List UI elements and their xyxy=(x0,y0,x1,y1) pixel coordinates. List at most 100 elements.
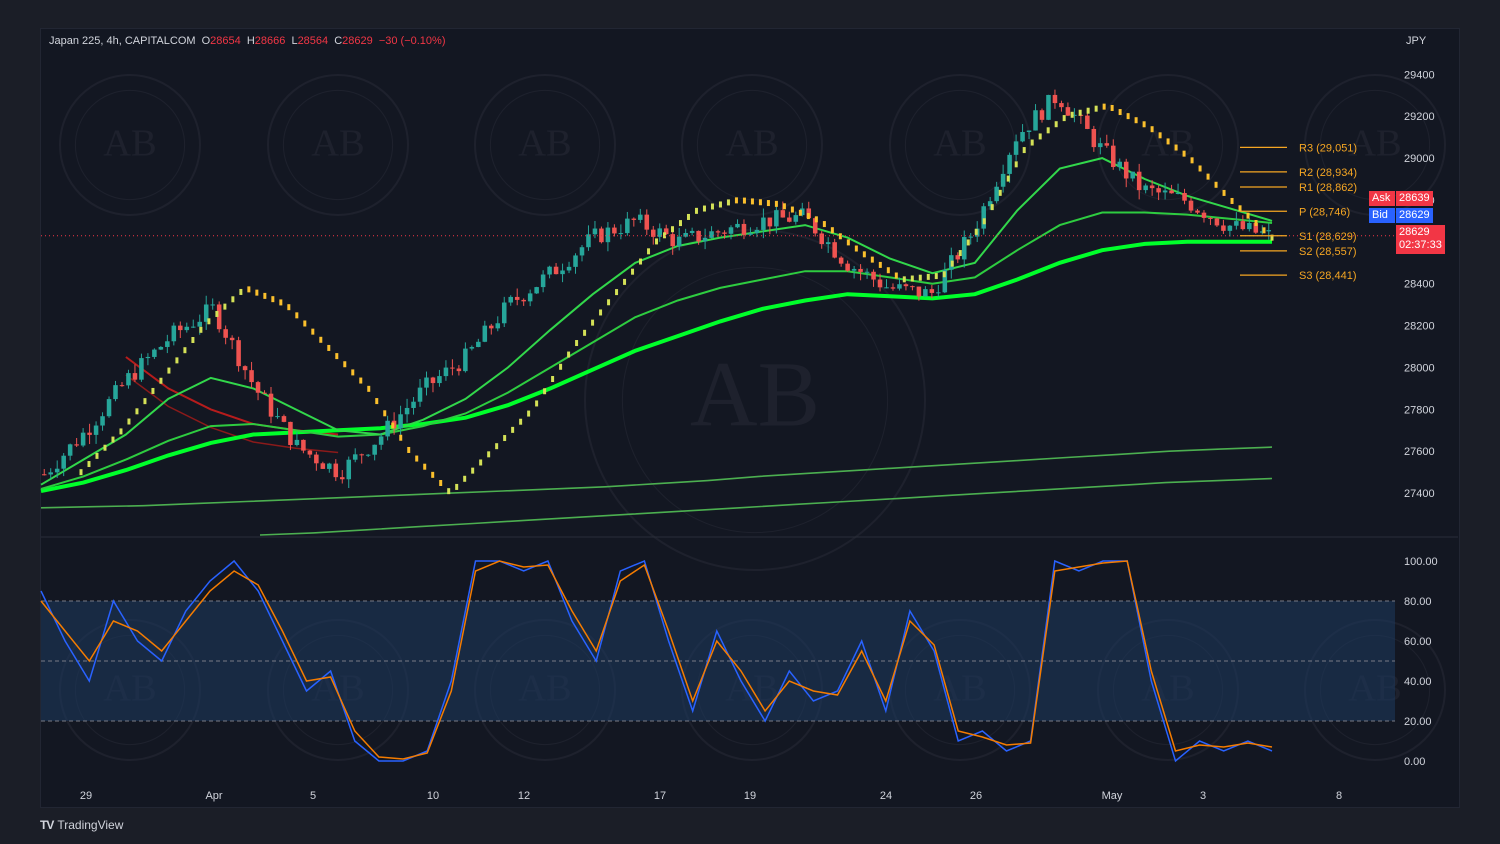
pivot-label: R1 (28,862) xyxy=(1299,182,1357,194)
candle-body xyxy=(890,287,896,289)
sar-dot xyxy=(966,239,970,246)
candle-body xyxy=(955,255,961,260)
candle-body xyxy=(1253,223,1259,233)
sar-dot xyxy=(870,256,874,263)
sar-dot xyxy=(1246,212,1250,219)
tradingview-brand[interactable]: TV TradingView xyxy=(40,818,123,832)
candle-body xyxy=(994,186,999,202)
candle-body xyxy=(851,268,857,271)
candle-body xyxy=(501,302,507,324)
sar-dot xyxy=(583,329,587,336)
candle-body xyxy=(676,236,682,247)
watermark-letters-4: AB xyxy=(933,123,986,165)
candle-body xyxy=(456,368,462,372)
sar-dot xyxy=(183,347,187,354)
candle-body xyxy=(553,266,559,275)
candle-body xyxy=(1227,225,1233,231)
candle-body xyxy=(1162,190,1168,193)
symbol-name[interactable]: Japan 225, 4h, CAPITALCOM xyxy=(49,35,196,47)
candle-body xyxy=(378,436,384,445)
sar-dot xyxy=(838,233,842,240)
time-tick-label: 19 xyxy=(744,790,756,802)
candle-body xyxy=(663,228,669,235)
sar-dot xyxy=(678,220,682,227)
time-tick-label: 3 xyxy=(1200,790,1206,802)
candle-body xyxy=(968,236,973,238)
low-value: 28564 xyxy=(297,35,329,47)
candle-body xyxy=(417,387,423,402)
stoch-d-line xyxy=(40,560,1273,760)
candle-body xyxy=(333,463,339,478)
watermark-letters-1: AB xyxy=(311,123,364,165)
sar-dot xyxy=(95,452,99,459)
sar-dot xyxy=(1062,115,1066,122)
candle-body xyxy=(352,454,358,460)
candle-body xyxy=(482,325,488,342)
sar-dot xyxy=(375,398,379,405)
candle-body xyxy=(184,326,190,331)
sar-dot xyxy=(199,326,203,333)
sar-dot xyxy=(623,278,627,285)
sar-dot xyxy=(543,388,547,395)
sar-dot xyxy=(830,227,834,234)
candle-body xyxy=(631,218,637,220)
sar-dot xyxy=(1158,132,1162,139)
sar-dot xyxy=(471,467,475,474)
candle-body xyxy=(437,376,442,384)
sar-dot xyxy=(327,344,331,351)
watermark-inner-ring-14 xyxy=(621,266,889,534)
sar-dot xyxy=(886,267,890,274)
candle-body xyxy=(1266,230,1272,232)
sar-dot xyxy=(311,328,315,335)
sar-dot xyxy=(814,216,818,223)
candle-body xyxy=(644,214,650,230)
candle-body xyxy=(281,416,287,422)
candle-body xyxy=(210,304,215,306)
sar-dot xyxy=(559,363,563,370)
sar-dot xyxy=(639,258,643,265)
candle-body xyxy=(1117,161,1123,168)
sar-dot xyxy=(503,435,507,442)
candle-body xyxy=(1098,143,1103,148)
sar-dot xyxy=(607,299,611,306)
candle-body xyxy=(61,455,66,469)
candle-body xyxy=(1175,192,1181,194)
candle-body xyxy=(774,210,779,227)
sar-dot xyxy=(718,201,722,208)
watermark-ring-2 xyxy=(474,74,616,216)
sar-dot xyxy=(926,273,930,280)
close-value: 28629 xyxy=(342,35,373,47)
candle-body xyxy=(592,228,598,235)
currency-label: JPY xyxy=(1406,35,1427,47)
sar-dot xyxy=(159,377,163,384)
candle-body xyxy=(359,454,364,456)
bar-countdown: 02:37:33 xyxy=(1399,239,1442,251)
sar-dot xyxy=(1222,189,1226,196)
price-tick-label: 29400 xyxy=(1404,69,1435,81)
sar-dot xyxy=(647,248,651,255)
sar-dot xyxy=(726,199,730,206)
candle-body xyxy=(689,230,695,233)
candle-body xyxy=(1000,173,1006,187)
candle-body xyxy=(1169,190,1174,194)
candle-body xyxy=(1039,110,1045,120)
candle-body xyxy=(579,247,585,256)
sar-dot xyxy=(1206,173,1210,180)
candle-body xyxy=(1201,212,1207,218)
watermark-letters-2: AB xyxy=(518,123,571,165)
candle-body xyxy=(560,270,565,275)
sar-dot xyxy=(439,480,443,487)
sar-dot xyxy=(1014,161,1018,168)
candle-body xyxy=(301,439,306,451)
candle-body xyxy=(800,208,805,216)
candle-body xyxy=(1059,103,1064,108)
time-tick-label: 5 xyxy=(310,790,316,802)
watermark-letters-14: AB xyxy=(690,344,820,447)
watermark-letters-6: AB xyxy=(1348,123,1401,165)
sar-dot xyxy=(663,232,667,239)
sar-dot xyxy=(615,289,619,296)
sar-dot xyxy=(750,198,754,205)
sar-dot xyxy=(279,299,283,306)
sar-dot xyxy=(551,376,555,383)
